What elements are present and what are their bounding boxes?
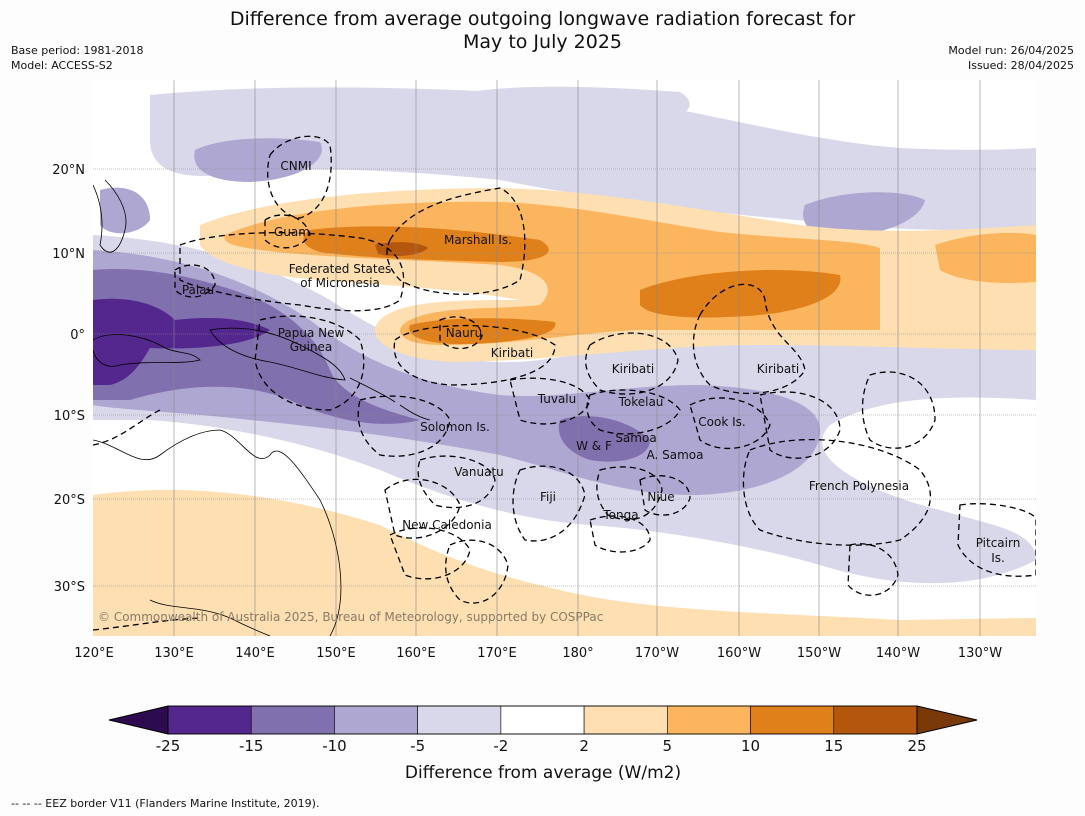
- colorbar-label: Difference from average (W/m2): [405, 763, 681, 783]
- label-nauru: Nauru: [446, 326, 482, 340]
- colorbar-segment: [750, 705, 835, 735]
- lon-tick: 140°W: [876, 646, 920, 661]
- colorbar-tick: 15: [824, 737, 843, 755]
- colorbar-tick: 5: [663, 737, 673, 755]
- colorbar-tick: 10: [741, 737, 760, 755]
- map-title: Difference from average outgoing longwav…: [0, 8, 1085, 54]
- colorbar-segment: [250, 705, 335, 735]
- label-niue: Niue: [647, 490, 674, 504]
- colorbar-segment: [833, 705, 918, 735]
- anomaly-orange-dark: [375, 242, 428, 256]
- label-fsm-line2: of Micronesia: [300, 276, 380, 290]
- label-marshall: Marshall Is.: [444, 233, 512, 247]
- colorbar-tick: -25: [156, 737, 181, 755]
- coastlines: [93, 179, 431, 636]
- label-solomon: Solomon Is.: [420, 420, 490, 434]
- anomaly-north-lilac: [150, 87, 1036, 230]
- label-png-line1: Papua New: [278, 326, 345, 340]
- lon-tick: 130°W: [958, 646, 1002, 661]
- colorbar-tick: 25: [907, 737, 926, 755]
- map-area: CNMI Guam Marshall Is. Federated States …: [93, 80, 1036, 636]
- meta-right: Model run: 26/04/2025 Issued: 28/04/2025: [948, 43, 1074, 73]
- anomaly-south-orange: [93, 489, 1036, 636]
- colorbar-segment: [667, 705, 751, 735]
- lon-tick: 130°E: [154, 646, 194, 661]
- label-palau: Palau: [182, 283, 214, 297]
- colorbar-tick: -2: [493, 737, 508, 755]
- colorbar-segment: [417, 705, 502, 735]
- lon-tick: 140°E: [235, 646, 275, 661]
- label-american-samoa: A. Samoa: [647, 448, 704, 462]
- label-tuvalu: Tuvalu: [537, 392, 577, 406]
- label-pitcairn-line2: Is.: [991, 551, 1005, 565]
- label-kiribati-west: Kiribati: [491, 346, 533, 360]
- label-cook-islands: Cook Is.: [698, 415, 745, 429]
- label-french-polynesia: French Polynesia: [809, 479, 909, 493]
- label-guam: Guam: [274, 225, 310, 239]
- lon-tick: 150°W: [797, 646, 841, 661]
- colorbar-segment: [167, 705, 252, 735]
- lat-tick: 10°S: [54, 409, 85, 424]
- lat-tick: 0°: [70, 328, 85, 343]
- lon-tick: 160°W: [717, 646, 761, 661]
- label-kiribati-central: Kiribati: [612, 362, 654, 376]
- colorbar-segment: [500, 705, 585, 735]
- lon-tick: 120°E: [74, 646, 114, 661]
- meta-left: Base period: 1981-2018 Model: ACCESS-S2: [11, 43, 143, 73]
- lon-tick: 170°E: [477, 646, 517, 661]
- copyright-note: © Commonwealth of Australia 2025, Bureau…: [98, 610, 603, 624]
- label-vanuatu: Vanuatu: [454, 465, 504, 479]
- label-pitcairn-line1: Pitcairn: [976, 536, 1021, 550]
- label-tonga: Tonga: [602, 508, 638, 522]
- anomaly-purple-east: [558, 416, 650, 462]
- colorbar-max-extend: [916, 705, 978, 735]
- label-wallis-futuna: W & F: [576, 439, 612, 453]
- anomaly-north-lilac-top: [470, 86, 690, 127]
- issued-date: Issued: 28/04/2025: [967, 59, 1074, 72]
- eez-borders: [93, 135, 1036, 631]
- anomaly-lilac-east: [803, 192, 925, 238]
- base-period: Base period: 1981-2018: [11, 44, 144, 57]
- colorbar-tick: 2: [579, 737, 589, 755]
- lat-tick: 30°S: [54, 580, 85, 595]
- anomaly-orange-east: [935, 232, 1036, 284]
- label-fiji: Fiji: [540, 490, 556, 504]
- anomaly-orange-strong-east: [640, 270, 841, 318]
- title-line-1: Difference from average outgoing longwav…: [229, 8, 856, 30]
- lat-tick: 20°S: [54, 493, 85, 508]
- colorbar-tick: -15: [239, 737, 264, 755]
- anomaly-lilac-cnmi: [194, 138, 322, 182]
- label-fsm-line1: Federated States: [289, 262, 391, 276]
- lon-tick: 160°E: [396, 646, 436, 661]
- label-png-line2: Guinea: [290, 340, 333, 354]
- anomaly-lilac-west: [100, 187, 150, 234]
- colorbar: -25 -15 -10 -5 -2 2 5 10 15 25 Difference from av…: [108, 705, 978, 783]
- colorbar-tick: -10: [322, 737, 347, 755]
- colorbar-min-extend: [108, 705, 169, 735]
- model-name: Model: ACCESS-S2: [11, 59, 113, 72]
- model-run: Model run: 26/04/2025: [948, 44, 1074, 57]
- lon-tick: 170°W: [635, 646, 679, 661]
- colorbar-segment: [583, 705, 668, 735]
- anomaly-orange-strong-nauru: [409, 318, 556, 345]
- label-new-caledonia: New Caledonia: [402, 518, 492, 532]
- eez-footnote: -- -- -- EEZ border V11 (Flanders Marine…: [11, 797, 320, 810]
- label-tokelau: Tokelau: [618, 395, 664, 409]
- lat-tick: 20°N: [52, 163, 85, 178]
- lat-tick: 10°N: [52, 247, 85, 262]
- lon-tick: 180°: [562, 646, 593, 661]
- label-samoa: Samoa: [615, 431, 656, 445]
- title-line-2: May to July 2025: [463, 31, 622, 53]
- colorbar-tick: -5: [410, 737, 425, 755]
- lon-tick: 150°E: [316, 646, 356, 661]
- colorbar-segment: [334, 705, 418, 735]
- label-kiribati-east: Kiribati: [757, 362, 799, 376]
- label-cnmi: CNMI: [280, 159, 311, 173]
